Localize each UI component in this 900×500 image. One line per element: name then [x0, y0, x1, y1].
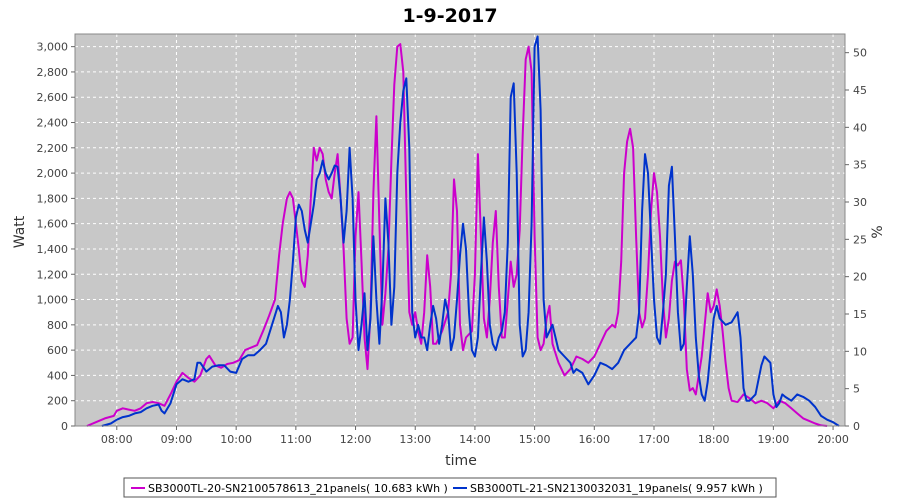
y-axis-label: Watt [12, 215, 28, 248]
y2-tick-label: 45 [853, 84, 867, 97]
x-tick-label: 20:00 [817, 433, 849, 446]
y-tick-label: 1,000 [37, 294, 69, 307]
y-tick-label: 2,800 [37, 66, 69, 79]
y2-tick-label: 5 [853, 383, 860, 396]
y2-tick-label: 35 [853, 159, 867, 172]
y2-tick-label: 25 [853, 233, 867, 246]
y2-tick-label: 10 [853, 345, 867, 358]
y-tick-label: 1,200 [37, 268, 69, 281]
x-axis-label: time [445, 453, 477, 469]
y2-tick-label: 15 [853, 308, 867, 321]
y-tick-label: 600 [47, 344, 68, 357]
x-tick-label: 18:00 [698, 433, 730, 446]
series-line-1 [86, 43, 828, 427]
x-tick-label: 17:00 [638, 433, 670, 446]
y-tick-label: 0 [61, 420, 68, 433]
x-tick-label: 16:00 [578, 433, 610, 446]
y-tick-label: 1,800 [37, 192, 69, 205]
x-tick-label: 13:00 [399, 433, 431, 446]
y-tick-label: 400 [47, 369, 68, 382]
y-tick-label: 2,200 [37, 142, 69, 155]
legend: SB3000TL-20-SN2100578613_21panels( 10.68… [123, 477, 777, 498]
y-axis-left: 0 200 400 600 800 1,000 1,200 1,400 1,600 1,800 2,… [37, 41, 75, 433]
y-axis-right: 0 5 10 15 20 25 30 35 40 45 50 [845, 47, 867, 433]
y-tick-label: 1,400 [37, 243, 69, 256]
x-tick-label: 15:00 [519, 433, 551, 446]
y-tick-label: 800 [47, 319, 68, 332]
y2-tick-label: 20 [853, 271, 867, 284]
x-tick-label: 10:00 [220, 433, 252, 446]
x-tick-label: 11:00 [280, 433, 312, 446]
plot-border [74, 33, 846, 427]
series-layer [86, 35, 840, 427]
x-tick-label: 19:00 [758, 433, 790, 446]
x-tick-label: 12:00 [340, 433, 372, 446]
plot-area [74, 33, 846, 427]
y-tick-label: 2,600 [37, 91, 69, 104]
x-tick-label: 09:00 [161, 433, 193, 446]
legend-label-1: SB3000TL-20-SN2100578613_21panels( 10.68… [148, 482, 448, 495]
y2-axis-label: % [870, 225, 886, 238]
y2-tick-label: 50 [853, 47, 867, 60]
y2-tick-label: 40 [853, 121, 867, 134]
legend-label-2: SB3000TL-21-SN2130032031_19panels( 9.957… [470, 482, 763, 495]
legend-box [123, 477, 777, 498]
series-line-2 [101, 35, 840, 427]
chart-title: 1-9-2017 [402, 5, 497, 27]
y-tick-label: 2,400 [37, 117, 69, 130]
plot-background [75, 34, 845, 426]
x-tick-label: 14:00 [459, 433, 491, 446]
y-tick-label: 200 [47, 395, 68, 408]
y2-tick-label: 0 [853, 420, 860, 433]
y-tick-label: 2,000 [37, 167, 69, 180]
x-axis: 08:00 09:00 10:00 11:00 12:00 13:00 14:00 15:00… [101, 426, 849, 446]
x-tick-label: 08:00 [101, 433, 133, 446]
y2-tick-label: 30 [853, 196, 867, 209]
y-tick-label: 1,600 [37, 218, 69, 231]
y-tick-label: 3,000 [37, 41, 69, 54]
